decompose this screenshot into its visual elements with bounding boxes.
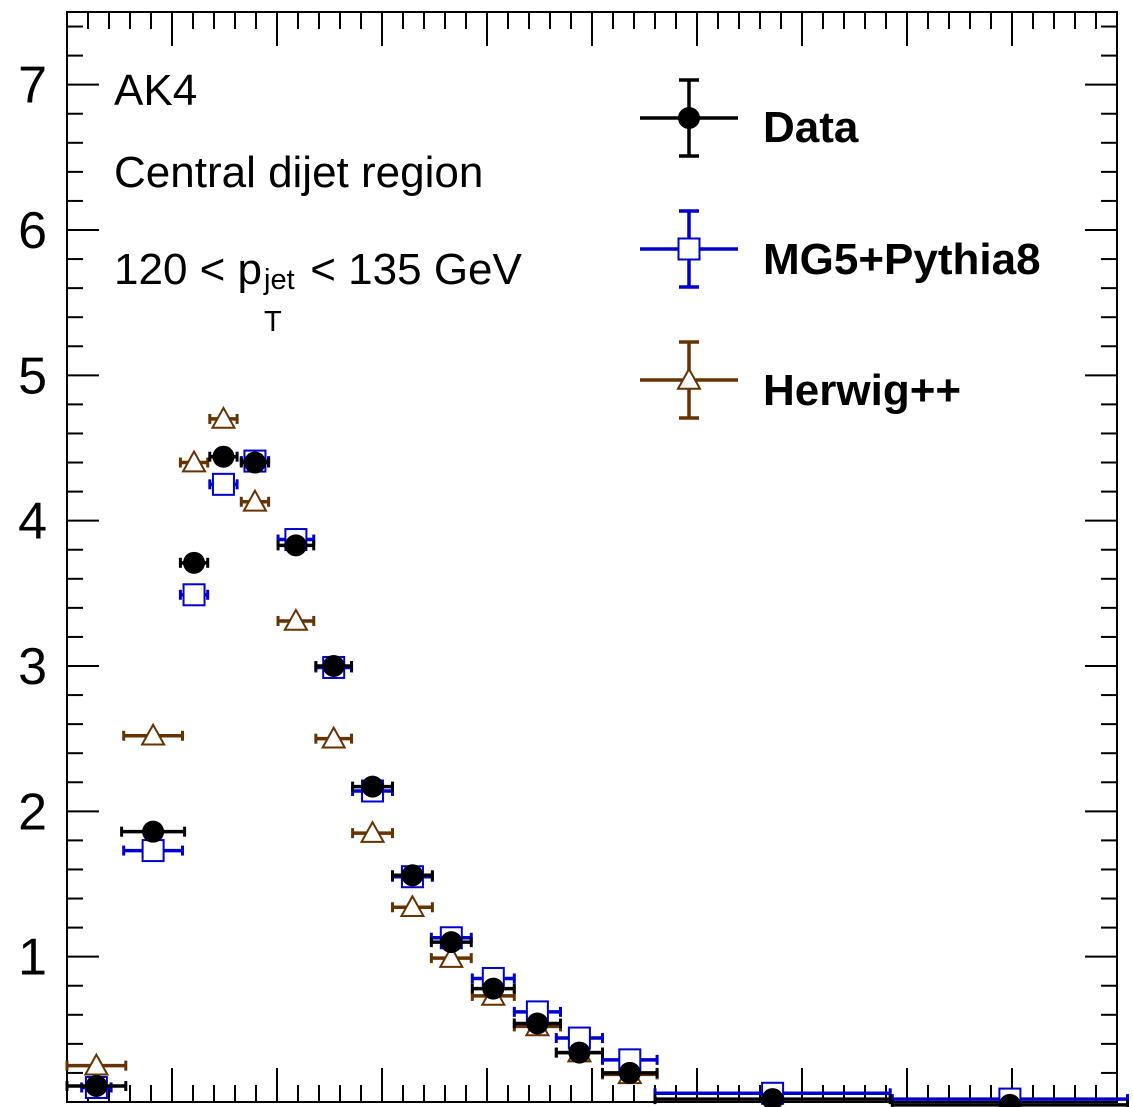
marker-triangle [83,1052,110,1076]
marker-circle [401,864,424,887]
legend-label-data: Data [763,103,859,152]
marker-circle [440,931,463,954]
data-point [178,551,210,574]
marker-triangle [438,945,464,968]
data-point [512,1000,562,1024]
marker-circle [212,445,235,468]
data-point [239,451,271,474]
y-tick-labels: 1 2 3 4 5 6 7 [18,57,47,987]
data-point [429,931,473,954]
pt-subscript: T [264,306,282,338]
marker-circle [568,1041,591,1064]
marker-circle [482,977,505,1000]
marker-circle [526,1012,549,1035]
data-point [122,722,184,746]
series-data [65,445,1129,1107]
legend-markers [640,78,738,420]
y-tick-label: 7 [18,57,47,115]
y-tick-label: 6 [18,202,47,260]
series-herwig- [65,405,659,1085]
marker-square [211,472,235,496]
marker-triangle [210,405,237,429]
marker-square [677,237,701,261]
marker-triangle [242,488,268,512]
legend-marker-data [640,78,738,158]
data-point [314,655,354,677]
jet-algorithm-label: AK4 [114,66,198,115]
marker-circle [322,655,345,677]
marker-circle [243,451,266,474]
data-point [276,607,316,631]
data-point [120,820,187,843]
region-label: Central dijet region [114,148,484,197]
legend-label-herwig: Herwig++ [763,366,962,415]
marker-circle [361,775,384,798]
data-point [512,1012,562,1035]
data-point [391,864,434,887]
marker-circle [85,1075,108,1098]
y-tick-label: 3 [18,638,47,696]
data-point [554,1041,604,1064]
data-point [351,775,394,798]
data-point [178,583,210,607]
marker-circle [618,1061,641,1084]
marker-triangle [181,449,207,473]
data-point [653,1088,892,1107]
marker-triangle [676,366,702,390]
marker-circle [998,1093,1021,1107]
data-point [65,1052,128,1076]
marker-circle [183,551,206,574]
marker-square [141,839,165,863]
y-tick-label: 1 [18,929,47,987]
data-point [65,1075,128,1098]
legend-label-mg5-pythia8: MG5+Pythia8 [763,235,1041,284]
marker-triangle [283,607,309,631]
data-point [276,534,316,557]
data-point [239,488,271,512]
data-points [65,405,1129,1107]
data-point [122,839,184,863]
marker-triangle [321,725,347,749]
data-point [429,945,473,968]
marker-circle [761,1088,784,1107]
series-mg5-pythia8 [80,449,1129,1107]
data-point [890,1093,1129,1107]
data-point [208,405,239,429]
data-point [178,449,210,473]
data-point [601,1061,659,1084]
data-point [208,445,239,468]
y-tick-label: 5 [18,347,47,405]
y-tick-label: 2 [18,783,47,841]
pt-prefix: 120 < p [114,245,263,294]
legend-marker-mg5-pythia8 [640,209,738,289]
data-point [351,820,394,843]
data-point [470,977,516,1000]
pt-superscript: jet [264,264,295,296]
marker-circle [142,820,165,843]
data-point [208,472,239,496]
marker-square [182,583,206,607]
pt-range-label: 120 < p jet T < 135 GeV [114,245,522,338]
pt-suffix: < 135 GeV [298,245,522,294]
marker-circle [284,534,307,557]
marker-circle [678,107,700,129]
y-tick-label: 4 [18,493,47,551]
legend-marker-herwig- [640,340,738,420]
marker-triangle [399,894,426,918]
data-point [314,725,354,749]
marker-triangle [140,722,166,746]
data-point [391,894,434,918]
marker-triangle [359,820,386,843]
